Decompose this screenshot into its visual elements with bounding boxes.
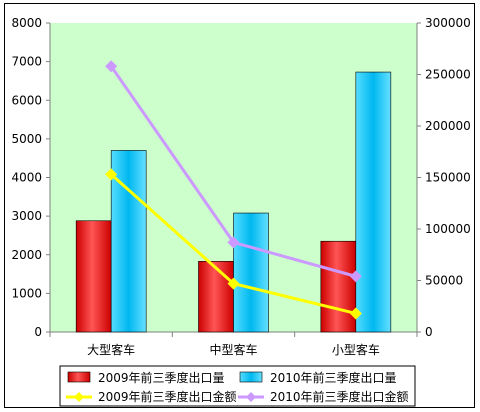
line-point-marker	[349, 270, 362, 283]
legend-marker	[74, 392, 84, 402]
legend-label: 2010年前三季度出口金额	[270, 389, 409, 404]
legend-swatch	[239, 371, 263, 383]
left-tick-label: 8000	[11, 16, 42, 30]
line-point-marker	[105, 168, 118, 181]
right-tick-label: 300000	[425, 16, 471, 30]
line-point-marker	[105, 60, 118, 73]
category-label: 小型客车	[332, 342, 380, 357]
left-tick-label: 5000	[11, 132, 42, 146]
line-point-marker	[227, 277, 240, 290]
legend-label: 2010年前三季度出口量	[270, 370, 397, 385]
right-tick-label: 50000	[425, 274, 463, 288]
right-tick-label: 200000	[425, 119, 471, 133]
bar-series-2009	[75, 220, 112, 333]
category-label: 大型客车	[87, 342, 135, 357]
legend-label: 2009年前三季度出口量	[98, 370, 225, 385]
legend-swatch	[67, 371, 91, 383]
legend-label: 2009年前三季度出口金额	[98, 389, 237, 404]
right-tick-label: 100000	[425, 222, 471, 236]
line-point-marker	[227, 236, 240, 249]
legend-box	[59, 365, 416, 407]
right-tick-label: 150000	[425, 171, 471, 185]
left-tick-label: 6000	[11, 93, 42, 107]
bar-series-2009	[198, 261, 234, 333]
left-tick-label: 7000	[11, 55, 42, 69]
left-tick-label: 2000	[11, 248, 42, 262]
bar-series-2010	[355, 71, 392, 333]
left-tick-label: 0	[34, 325, 42, 339]
category-label: 中型客车	[209, 342, 257, 357]
legend-marker	[246, 392, 256, 402]
left-tick-label: 1000	[11, 286, 42, 300]
line-point-marker	[349, 307, 362, 320]
left-tick-label: 4000	[11, 171, 42, 185]
bar-series-2009	[320, 240, 357, 333]
right-tick-label: 250000	[425, 68, 471, 82]
right-tick-label: 0	[425, 325, 433, 339]
bar-series-2010	[233, 212, 269, 333]
left-tick-label: 3000	[11, 209, 42, 223]
